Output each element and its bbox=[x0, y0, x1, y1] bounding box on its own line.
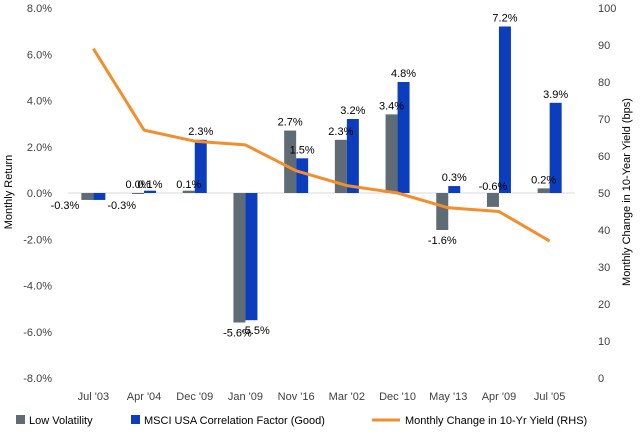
bar-low-volatility bbox=[486, 193, 499, 207]
bar-low-volatility bbox=[436, 193, 449, 230]
data-label: 7.2% bbox=[492, 13, 517, 25]
left-tick-label: 2.0% bbox=[27, 142, 52, 154]
x-axis-ticks: Jul '03 Apr '04 Dec '09 Jan '09 Nov '16 Mar '… bbox=[78, 391, 566, 403]
bar-msci-correlation bbox=[93, 193, 106, 200]
bar-low-volatility bbox=[233, 193, 246, 323]
data-label: 3.9% bbox=[543, 89, 568, 101]
data-label: 0.1% bbox=[138, 179, 163, 191]
data-label: 1.5% bbox=[290, 144, 315, 156]
right-tick-label: 30 bbox=[598, 262, 610, 274]
legend-label-msci-correlation: MSCI USA Correlation Factor (Good) bbox=[144, 415, 325, 427]
bar-msci-correlation bbox=[245, 193, 258, 321]
x-tick-label: Mar '02 bbox=[329, 391, 365, 403]
data-label: -5.5% bbox=[241, 325, 270, 337]
data-label: 3.2% bbox=[340, 105, 365, 117]
bar-low-volatility bbox=[182, 190, 195, 193]
left-axis-title: Monthly Return bbox=[3, 155, 15, 230]
left-tick-label: -2.0% bbox=[23, 234, 52, 246]
legend-label-low-volatility: Low Volatility bbox=[29, 415, 93, 427]
bar-msci-correlation bbox=[448, 186, 461, 193]
left-axis-ticks: -8.0% -6.0% -4.0% -2.0% 0.0% 2.0% 4.0% 6.0% 8.0% bbox=[23, 3, 52, 385]
bars bbox=[81, 26, 562, 323]
data-label: 2.3% bbox=[188, 126, 213, 138]
x-tick-label: Apr '04 bbox=[127, 391, 162, 403]
legend-swatch-low-volatility bbox=[16, 415, 25, 424]
data-labels: -0.3%0.0% 0.1%-5.6%2.7%2.3%3.4%-1.6%-0.6%… bbox=[51, 13, 569, 340]
right-tick-label: 40 bbox=[598, 225, 610, 237]
left-tick-label: 4.0% bbox=[27, 96, 52, 108]
x-tick-label: Dec '09 bbox=[176, 391, 213, 403]
bar-low-volatility bbox=[537, 188, 550, 193]
data-label: 0.2% bbox=[531, 174, 556, 186]
right-axis-title: Monthly Change in 10-Year Yield (bps) bbox=[621, 98, 633, 286]
left-tick-label: 6.0% bbox=[27, 49, 52, 61]
bar-low-volatility bbox=[132, 193, 145, 194]
x-tick-label: Apr '09 bbox=[482, 391, 517, 403]
bar-msci-correlation bbox=[549, 102, 562, 193]
legend-label-10yr-yield: Monthly Change in 10-Yr Yield (RHS) bbox=[405, 415, 587, 427]
bar-msci-correlation bbox=[296, 158, 309, 193]
x-tick-label: May '13 bbox=[429, 391, 467, 403]
left-tick-label: -6.0% bbox=[23, 327, 52, 339]
right-tick-label: 20 bbox=[598, 299, 610, 311]
left-tick-label: 8.0% bbox=[27, 3, 52, 15]
series-line-10yr-yield bbox=[92, 47, 551, 243]
x-tick-label: Nov '16 bbox=[278, 391, 315, 403]
bar-low-volatility bbox=[385, 114, 398, 193]
right-tick-label: 0 bbox=[598, 373, 604, 385]
bar-msci-correlation bbox=[144, 190, 157, 193]
right-tick-label: 70 bbox=[598, 114, 610, 126]
right-tick-label: 50 bbox=[598, 188, 610, 200]
legend-swatch-msci-correlation bbox=[131, 415, 140, 424]
x-tick-label: Jul '05 bbox=[534, 391, 565, 403]
bar-low-volatility bbox=[334, 139, 347, 193]
right-tick-label: 90 bbox=[598, 40, 610, 52]
legend: Low Volatility MSCI USA Correlation Fact… bbox=[16, 415, 587, 427]
data-label: -0.3% bbox=[51, 200, 80, 212]
bar-msci-correlation bbox=[397, 82, 410, 193]
data-label: -1.6% bbox=[428, 235, 457, 247]
data-label: -0.3% bbox=[107, 200, 136, 212]
line-layer bbox=[92, 47, 551, 243]
data-label: -0.6% bbox=[479, 181, 508, 193]
bar-msci-correlation bbox=[194, 139, 207, 193]
data-label: -5.6% bbox=[223, 328, 252, 340]
bar-low-volatility bbox=[81, 193, 94, 200]
data-label: 2.3% bbox=[328, 126, 353, 138]
bar-low-volatility bbox=[284, 130, 297, 193]
x-tick-label: Jan '09 bbox=[228, 391, 263, 403]
right-tick-label: 80 bbox=[598, 77, 610, 89]
x-tick-label: Jul '03 bbox=[78, 391, 109, 403]
left-tick-label: -8.0% bbox=[23, 373, 52, 385]
data-label: 0.0% bbox=[126, 179, 151, 191]
x-tick-label: Dec '10 bbox=[379, 391, 416, 403]
data-label: 2.7% bbox=[278, 117, 303, 129]
right-axis-ticks: 0 10 20 30 40 50 60 70 80 90 100 bbox=[598, 3, 616, 385]
data-label: 3.4% bbox=[379, 100, 404, 112]
right-tick-label: 60 bbox=[598, 151, 610, 163]
data-label: 0.3% bbox=[442, 172, 467, 184]
right-tick-label: 100 bbox=[598, 3, 616, 15]
left-tick-label: 0.0% bbox=[27, 188, 52, 200]
data-label: 0.1% bbox=[176, 179, 201, 191]
right-tick-label: 10 bbox=[598, 336, 610, 348]
left-tick-label: -4.0% bbox=[23, 281, 52, 293]
data-label: 4.8% bbox=[391, 68, 416, 80]
bar-msci-correlation bbox=[346, 119, 359, 193]
bar-msci-correlation bbox=[498, 26, 511, 193]
